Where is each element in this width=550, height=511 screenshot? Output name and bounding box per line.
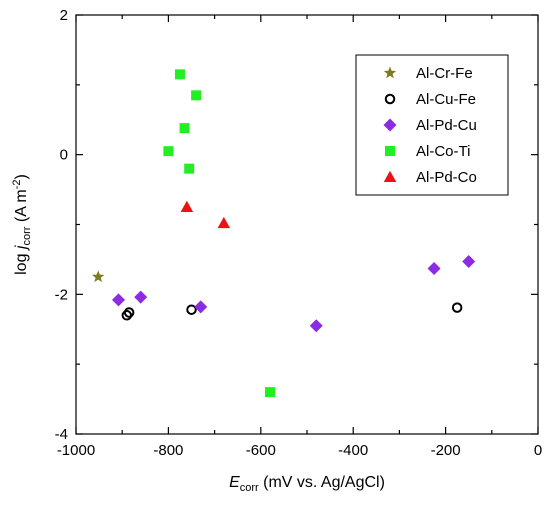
y-tick-label: 2	[60, 7, 68, 24]
x-tick-label: -1000	[57, 442, 95, 459]
data-points	[91, 69, 476, 398]
x-axis-label-subscript: corr	[240, 482, 259, 494]
point-al-co-ti	[184, 163, 195, 174]
y-axis-label-close: )	[13, 174, 30, 179]
legend-marker-al-cu-fe	[384, 93, 396, 105]
legend-marker-al-pd-co	[383, 170, 397, 182]
point-al-pd-cu	[194, 300, 208, 314]
x-axis-label-symbol: E	[229, 474, 240, 491]
legend-label-al-co-ti: Al-Co-Ti	[416, 143, 470, 160]
x-tick-label: -800	[153, 442, 183, 459]
y-tick-label: -4	[55, 426, 68, 443]
legend-box	[355, 54, 509, 196]
y-axis-label-symbol: j	[13, 245, 30, 251]
axis-ticks	[75, 14, 539, 435]
point-al-pd-cu	[462, 255, 476, 269]
legend: Al-Cr-Fe Al-Cu-Fe Al-Pd-Cu Al-Co-Ti Al-Pd-Co	[355, 54, 509, 196]
point-al-cu-fe	[451, 302, 463, 313]
y-axis-label-units: (A m	[13, 189, 30, 226]
y-axis-label-prefix: log	[13, 249, 30, 275]
legend-label-al-pd-cu: Al-Pd-Cu	[416, 117, 477, 134]
legend-marker-al-pd-cu	[383, 118, 397, 132]
point-al-pd-cu	[134, 290, 148, 304]
point-al-cu-fe	[121, 310, 133, 321]
legend-marker-al-cr-fe	[383, 66, 397, 79]
x-axis-label-units: (mV vs. Ag/AgCl)	[259, 474, 385, 491]
point-al-pd-co	[217, 216, 231, 229]
x-tick-label: -200	[431, 442, 461, 459]
x-tick-label: -600	[246, 442, 276, 459]
y-axis-label-superscript: -2	[11, 179, 23, 189]
point-al-pd-co	[180, 200, 194, 213]
x-tick-label: 0	[534, 442, 542, 459]
x-axis-label: Ecorr (mV vs. Ag/AgCl)	[229, 474, 385, 494]
point-al-pd-cu	[427, 261, 441, 275]
point-al-cu-fe	[186, 304, 197, 315]
point-al-co-ti	[179, 123, 190, 134]
legend-label-al-pd-co: Al-Pd-Co	[416, 169, 477, 186]
x-tick-label: -400	[338, 442, 368, 459]
y-tick-label: -2	[55, 286, 68, 303]
legend-marker-al-co-ti	[385, 146, 395, 156]
point-al-cr-fe	[91, 270, 105, 283]
axis-tick-labels: -1000 -800 -600 -400 -200 0 -4 -2 0 2	[55, 7, 543, 459]
legend-label-al-cr-fe: Al-Cr-Fe	[416, 65, 473, 82]
y-tick-label: 0	[60, 147, 68, 164]
legend-label-al-cu-fe: Al-Cu-Fe	[416, 91, 476, 108]
point-al-pd-cu	[309, 319, 323, 333]
point-al-cu-fe	[123, 307, 135, 318]
point-al-co-ti	[163, 146, 174, 157]
y-axis-label: log jcorr (A m-2)	[11, 174, 33, 275]
y-axis-label-subscript: corr	[21, 226, 33, 245]
point-al-co-ti	[191, 90, 202, 101]
point-al-co-ti	[265, 387, 276, 398]
point-al-pd-cu	[112, 293, 126, 307]
point-al-co-ti	[174, 69, 185, 80]
